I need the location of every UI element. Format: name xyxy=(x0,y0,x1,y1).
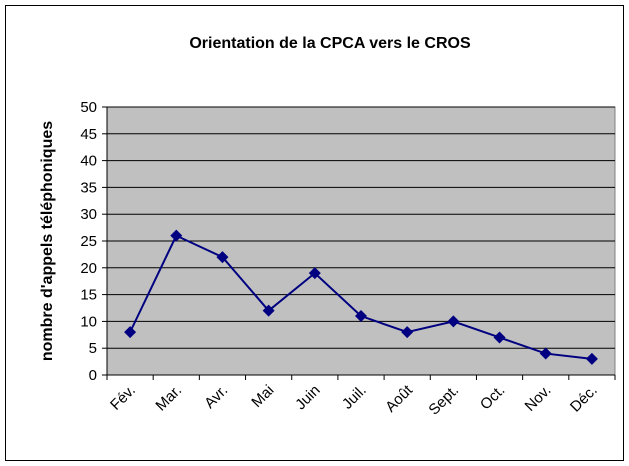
y-tick-label: 25 xyxy=(80,233,97,250)
marker xyxy=(493,331,506,344)
y-tick-label: 0 xyxy=(89,367,97,384)
y-tick-label: 5 xyxy=(89,340,97,357)
chart-title: Orientation de la CPCA vers le CROS xyxy=(189,35,471,52)
marker xyxy=(355,310,367,323)
y-tick-label: 45 xyxy=(80,126,97,143)
marker xyxy=(216,251,229,264)
y-tick-label: 20 xyxy=(80,260,97,277)
marker xyxy=(447,315,460,328)
y-tick-label: 10 xyxy=(80,313,97,330)
y-tick-label: 50 xyxy=(80,99,97,116)
y-tick-label: 15 xyxy=(80,287,97,304)
marker xyxy=(308,267,321,280)
y-tick-label: 30 xyxy=(80,206,97,223)
marker xyxy=(401,326,414,339)
marker xyxy=(585,352,598,365)
marker xyxy=(539,347,552,360)
y-tick-label: 35 xyxy=(80,179,97,196)
marker xyxy=(170,229,183,242)
marker xyxy=(124,326,137,339)
marker xyxy=(262,304,275,317)
y-tick-label: 40 xyxy=(80,153,97,170)
y-axis-label: nombre d'appels téléphoniques xyxy=(39,121,56,361)
